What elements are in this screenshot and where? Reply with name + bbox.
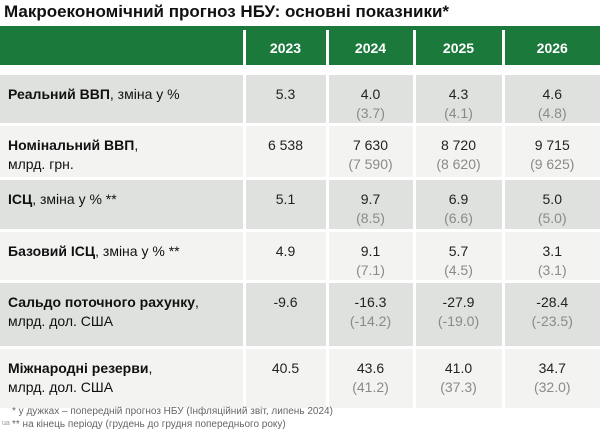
table-row: Реальний ВВП, зміна у % 5.3 4.0 (3.7) 4.3… <box>0 75 600 126</box>
table-cell: -28.4 (-23.5) <box>501 281 600 349</box>
header-year: 2023 <box>242 30 327 65</box>
table-cell: 41.0 (37.3) <box>412 347 503 411</box>
table-row: Номінальний ВВП, млрд. грн. 6 538 7 630 (7… <box>0 124 600 180</box>
table-cell: 4.6 (4.8) <box>501 75 600 126</box>
table-cell: 5.3 <box>242 75 327 126</box>
page-title: Макроекономічний прогноз НБУ: основні по… <box>4 2 450 21</box>
header-blank-cell <box>0 30 244 65</box>
header-year: 2024 <box>325 30 414 65</box>
table-cell: 9.1 (7.1) <box>325 230 414 283</box>
table-cell: 4.9 <box>242 230 327 283</box>
forecast-table: 2023 2024 2025 2026 Реальний ВВП, зміна … <box>0 30 600 411</box>
row-label: Реальний ВВП, зміна у % <box>0 75 244 126</box>
table-cell: -27.9 (-19.0) <box>412 281 503 349</box>
table-row: Базовий ІСЦ, зміна у % ** 4.9 9.1 (7.1) 5… <box>0 230 600 283</box>
table-cell: 40.5 <box>242 347 327 411</box>
table-cell: 43.6 (41.2) <box>325 347 414 411</box>
table-cell: 6.9 (6.6) <box>412 178 503 232</box>
table-cell: 4.3 (4.1) <box>412 75 503 126</box>
table-cell: 9.7 (8.5) <box>325 178 414 232</box>
row-label: Сальдо поточного рахунку, млрд. дол. США <box>0 281 244 349</box>
row-label: ІСЦ, зміна у % ** <box>0 178 244 232</box>
footnote: ** на кінець періоду (грудень до грудня … <box>12 419 286 430</box>
table-cell: 7 630 (7 590) <box>325 124 414 180</box>
table-row: Сальдо поточного рахунку, млрд. дол. США … <box>0 281 600 349</box>
header-year: 2025 <box>412 30 503 65</box>
table-cell: 4.0 (3.7) <box>325 75 414 126</box>
row-label: Базовий ІСЦ, зміна у % ** <box>0 230 244 283</box>
row-label: Міжнародні резерви, млрд. дол. США <box>0 347 244 411</box>
table-row: Міжнародні резерви, млрд. дол. США 40.5 4… <box>0 347 600 411</box>
table-row: ІСЦ, зміна у % ** 5.1 9.7 (8.5) 6.9 (6.6) … <box>0 178 600 232</box>
table-cell: 6 538 <box>242 124 327 180</box>
footnote: * у дужках – попередній прогноз НБУ (Інф… <box>12 406 333 417</box>
table-cell: 34.7 (32.0) <box>501 347 600 411</box>
table-cell: 5.1 <box>242 178 327 232</box>
table-cell: 9 715 (9 625) <box>501 124 600 180</box>
corner-mark: ua <box>2 420 10 427</box>
table-cell: -16.3 (-14.2) <box>325 281 414 349</box>
header-spacer <box>0 65 600 75</box>
title-underline <box>0 26 600 30</box>
table-cell: 5.0 (5.0) <box>501 178 600 232</box>
table-cell: -9.6 <box>242 281 327 349</box>
row-label: Номінальний ВВП, млрд. грн. <box>0 124 244 180</box>
header-row: 2023 2024 2025 2026 <box>0 30 600 65</box>
table-cell: 5.7 (4.5) <box>412 230 503 283</box>
table-cell: 8 720 (8 620) <box>412 124 503 180</box>
footnotes: * у дужках – попередній прогноз НБУ (Інф… <box>12 405 333 431</box>
header-year: 2026 <box>501 30 600 65</box>
table-cell: 3.1 (3.1) <box>501 230 600 283</box>
